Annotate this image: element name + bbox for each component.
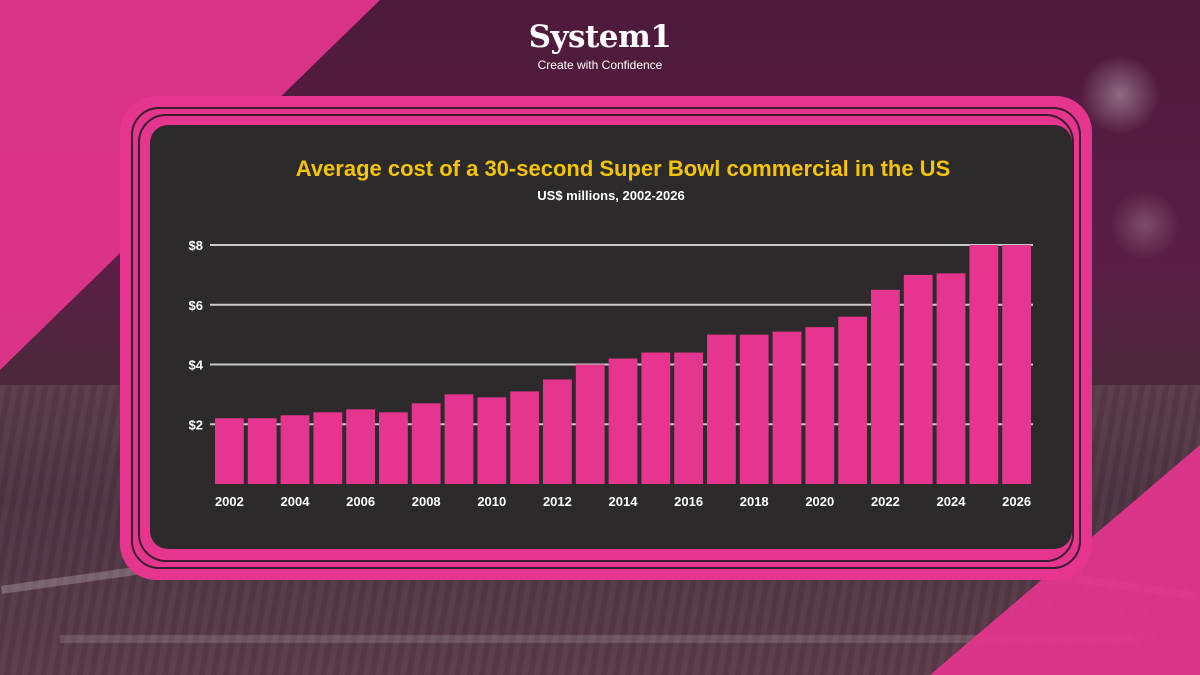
bar-2026 xyxy=(1002,245,1031,484)
bar-2024 xyxy=(936,273,966,484)
x-tick-label: 2002 xyxy=(215,494,244,509)
bar-2017 xyxy=(707,334,736,484)
brand-tagline: Create with Confidence xyxy=(537,58,663,72)
bar-2016 xyxy=(674,352,703,484)
stadium-light xyxy=(1080,55,1160,135)
x-tick-label: 2018 xyxy=(740,494,769,509)
x-tick-label: 2026 xyxy=(1002,494,1031,509)
bar-2013 xyxy=(575,364,605,484)
bars xyxy=(215,245,1031,484)
axis-labels: $2 $4 $6 $8 2002 2004 2006 2008 2010 2012 2014 2016… xyxy=(189,238,1032,509)
bar-2021 xyxy=(838,316,867,484)
y-tick-label: $2 xyxy=(189,417,203,432)
chart-subtitle: US$ millions, 2002-2026 xyxy=(537,188,685,203)
bar-2002 xyxy=(215,418,244,484)
x-tick-label: 2010 xyxy=(477,494,506,509)
x-tick-label: 2006 xyxy=(346,494,375,509)
x-tick-label: 2024 xyxy=(937,494,967,509)
brand-name: System1 xyxy=(528,19,672,55)
x-tick-label: 2016 xyxy=(674,494,703,509)
y-tick-label: $4 xyxy=(189,358,204,373)
bar-2012 xyxy=(543,379,572,484)
bar-2020 xyxy=(805,327,835,484)
bar-2006 xyxy=(346,409,375,484)
bar-2007 xyxy=(379,412,408,484)
x-tick-label: 2008 xyxy=(412,494,441,509)
x-tick-label: 2012 xyxy=(543,494,572,509)
frame-ring xyxy=(131,107,1081,569)
bar-2010 xyxy=(477,397,507,484)
x-tick-label: 2022 xyxy=(871,494,900,509)
x-tick-label: 2014 xyxy=(609,494,639,509)
bar-2005 xyxy=(313,412,343,484)
bar-2025 xyxy=(969,245,999,484)
bar-2014 xyxy=(608,358,638,484)
bar-2019 xyxy=(772,331,802,484)
y-tick-label: $8 xyxy=(189,238,203,253)
chart-title: Average cost of a 30-second Super Bowl c… xyxy=(295,156,951,181)
bar-2008 xyxy=(411,403,441,484)
bar-2004 xyxy=(280,415,310,484)
bar-2003 xyxy=(247,418,277,484)
bar-2015 xyxy=(641,352,671,484)
yard-line xyxy=(60,635,1140,643)
x-tick-label: 2004 xyxy=(281,494,311,509)
bar-2009 xyxy=(444,394,474,484)
bar-2023 xyxy=(903,274,933,484)
brand-logo: System1 Create with Confidence xyxy=(0,18,1200,72)
y-tick-label: $6 xyxy=(189,298,203,313)
bar-2018 xyxy=(739,334,769,484)
bar-2022 xyxy=(871,289,900,484)
bar-2011 xyxy=(510,391,539,484)
stadium-light xyxy=(1110,190,1180,260)
frame-ring xyxy=(138,114,1074,562)
x-tick-label: 2020 xyxy=(805,494,834,509)
